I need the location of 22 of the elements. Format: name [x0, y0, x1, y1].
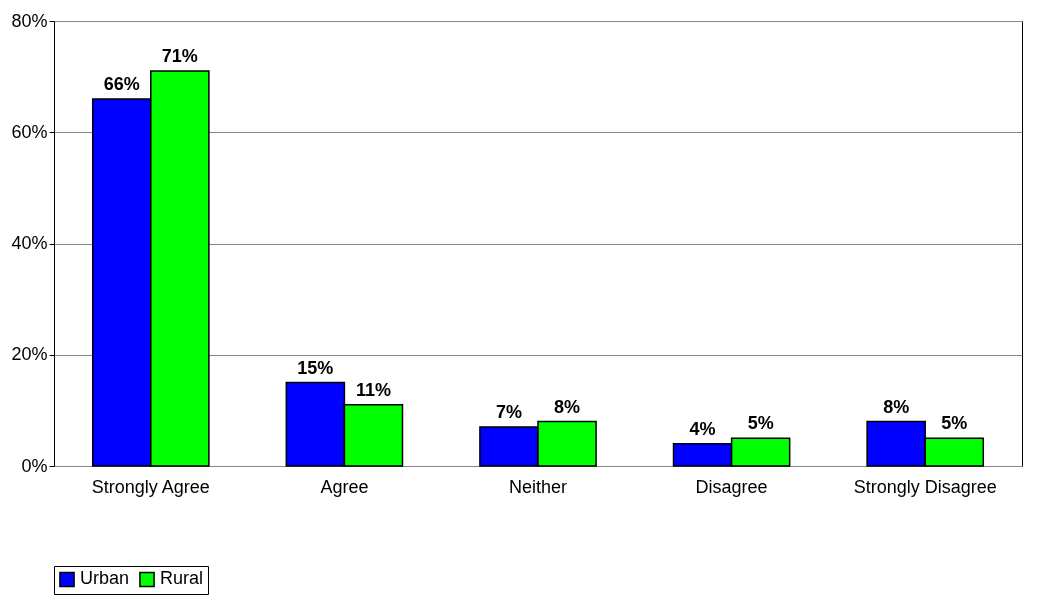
x-tick-label: Strongly Disagree	[853, 476, 997, 497]
y-tick-label: 60%	[11, 121, 48, 142]
y-tick-label: 80%	[11, 10, 48, 31]
x-tick-label: Agree	[320, 476, 369, 497]
x-tick-label: Disagree	[695, 476, 768, 497]
data-label: 11%	[355, 379, 391, 400]
legend-label: Urban	[80, 568, 130, 589]
data-label: 4%	[689, 418, 716, 439]
data-label: 71%	[161, 46, 198, 67]
x-tick-label: Strongly Agree	[91, 476, 210, 497]
y-tick-label: 0%	[21, 455, 48, 476]
legend-label: Rural	[160, 568, 204, 589]
y-tick-label: 20%	[11, 344, 48, 365]
y-tick-label: 40%	[11, 233, 48, 253]
data-label: 66%	[103, 73, 140, 94]
data-label: 15%	[297, 357, 334, 378]
data-label: 8%	[554, 396, 581, 417]
data-label: 8%	[883, 396, 910, 417]
data-label: 7%	[495, 402, 522, 423]
x-tick-label: Neither	[508, 476, 568, 497]
data-label: 5%	[747, 413, 774, 434]
data-label: 5%	[941, 413, 968, 434]
